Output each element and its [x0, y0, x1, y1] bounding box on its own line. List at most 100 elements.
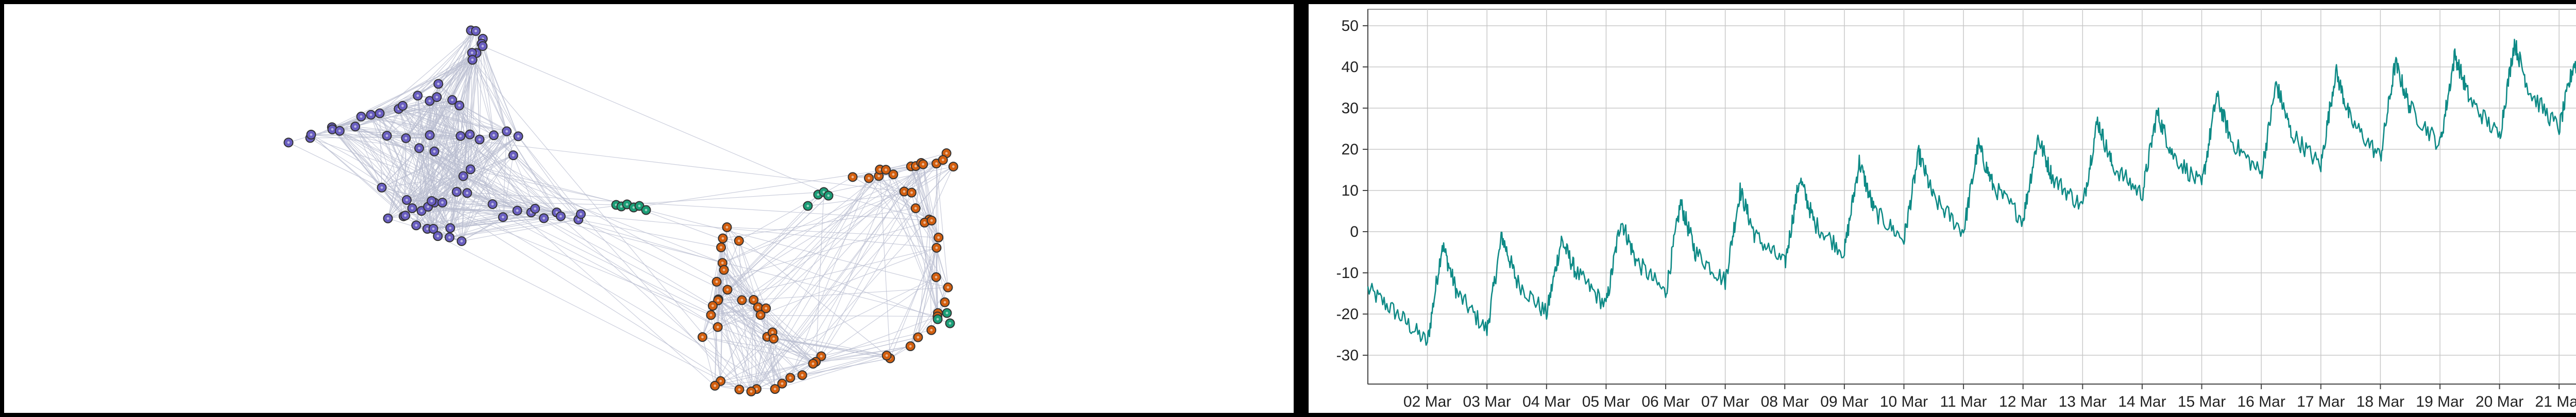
graph-edge — [936, 248, 945, 303]
graph-edge — [702, 337, 814, 364]
graph-node-highlight — [436, 235, 439, 238]
graph-edge — [355, 109, 399, 127]
graph-node-highlight — [930, 219, 933, 222]
graph-edge — [712, 195, 829, 306]
graph-edge — [470, 169, 518, 211]
line-chart-panel: -30 -20 -10 0 10 20 30 40 50 02 Mar 03 Mar 04 Mar 05… — [1309, 4, 2576, 413]
graph-edge — [774, 222, 925, 390]
graph-edge — [386, 135, 471, 170]
graph-node-highlight — [416, 94, 419, 97]
graph-node-highlight — [427, 205, 430, 208]
y-tick-label: 50 — [1342, 18, 1359, 34]
graph-edge — [428, 206, 451, 229]
graph-edge — [437, 134, 470, 236]
graph-node-highlight — [701, 336, 704, 339]
graph-node-highlight — [868, 177, 870, 180]
graph-edge — [718, 247, 937, 301]
graph-node-highlight — [717, 299, 720, 302]
graph-edge — [479, 43, 482, 140]
x-tick-label: 07 Mar — [1701, 393, 1749, 410]
graph-node-highlight — [914, 207, 917, 210]
graph-node-highlight — [935, 246, 938, 249]
graph-edge — [492, 203, 557, 213]
graph-edge — [715, 385, 775, 390]
graph-node-highlight — [721, 237, 724, 240]
graph-edge — [449, 212, 532, 238]
graph-edge — [416, 192, 457, 226]
graph-edge — [544, 218, 768, 337]
graph-edge — [823, 192, 932, 221]
graph-edge — [715, 307, 758, 386]
graph-node-highlight — [534, 207, 537, 210]
graph-edge — [723, 269, 767, 309]
graph-edge — [715, 377, 790, 386]
graph-node-highlight — [720, 246, 722, 249]
graph-edge — [311, 134, 406, 216]
graph-node-highlight — [941, 159, 944, 162]
graph-edge — [513, 155, 536, 209]
graph-edge — [702, 307, 758, 338]
graph-edge — [751, 191, 905, 392]
graph-node-highlight — [892, 173, 895, 176]
graph-edge — [751, 338, 774, 392]
y-tick-label: 40 — [1342, 59, 1359, 76]
graph-edge — [790, 178, 870, 378]
graph-edge — [879, 169, 891, 359]
graph-node-highlight — [750, 390, 753, 393]
graph-edge — [387, 135, 461, 219]
graph-edge — [428, 206, 544, 219]
graph-node-highlight — [752, 299, 755, 301]
graph-node-highlight — [577, 218, 580, 221]
graph-node-highlight — [481, 45, 484, 47]
graph-edge — [756, 169, 887, 389]
x-tick-label: 09 Mar — [1820, 393, 1868, 410]
chart-series — [1367, 39, 2576, 346]
graph-edge — [918, 219, 930, 338]
graph-edge — [702, 337, 716, 386]
graph-edge — [816, 192, 912, 362]
graph-edge — [904, 164, 924, 192]
graph-node-highlight — [338, 129, 341, 132]
graph-edge — [310, 59, 473, 138]
graph-edge — [918, 248, 937, 338]
graph-node-highlight — [772, 337, 775, 340]
graph-node-highlight — [721, 262, 724, 265]
x-tick-label: 15 Mar — [2178, 393, 2226, 410]
graph-node-highlight — [716, 325, 719, 328]
x-tick-label: 04 Mar — [1522, 393, 1570, 410]
graph-edge — [753, 169, 886, 300]
graph-node-highlight — [449, 227, 452, 230]
graph-edge — [807, 192, 912, 206]
graph-node-highlight — [451, 98, 454, 101]
graph-edge — [513, 155, 561, 217]
x-tick-label: 16 Mar — [2237, 393, 2285, 410]
graph-edge — [506, 131, 561, 217]
graph-edge — [721, 247, 767, 309]
graph-edge — [518, 136, 581, 215]
x-tick-label: 08 Mar — [1761, 393, 1809, 410]
graph-edge — [513, 155, 581, 215]
graph-node-highlight — [471, 58, 474, 61]
graph-node-highlight — [415, 224, 418, 227]
graph-node-highlight — [771, 331, 774, 334]
graph-nodes — [283, 25, 958, 396]
graph-edge — [626, 192, 824, 205]
graph-node-highlight — [740, 299, 743, 302]
graph-edge — [928, 166, 954, 220]
graph-node-highlight — [885, 168, 887, 171]
graph-edge — [923, 164, 937, 248]
x-tick-label: 05 Mar — [1582, 393, 1630, 410]
graph-node-highlight — [430, 200, 433, 202]
y-tick-label: -10 — [1336, 265, 1359, 282]
graph-edge — [904, 166, 954, 192]
graph-edge — [715, 338, 774, 386]
graph-node-highlight — [426, 228, 429, 230]
graph-node-highlight — [455, 190, 458, 194]
graph-edge — [405, 105, 460, 138]
graph-edge — [379, 53, 477, 114]
graph-edge — [381, 139, 480, 188]
graph-node-highlight — [505, 130, 508, 133]
graph-node-highlight — [331, 128, 334, 131]
graph-node-highlight — [877, 175, 880, 178]
graph-edge — [727, 194, 819, 290]
